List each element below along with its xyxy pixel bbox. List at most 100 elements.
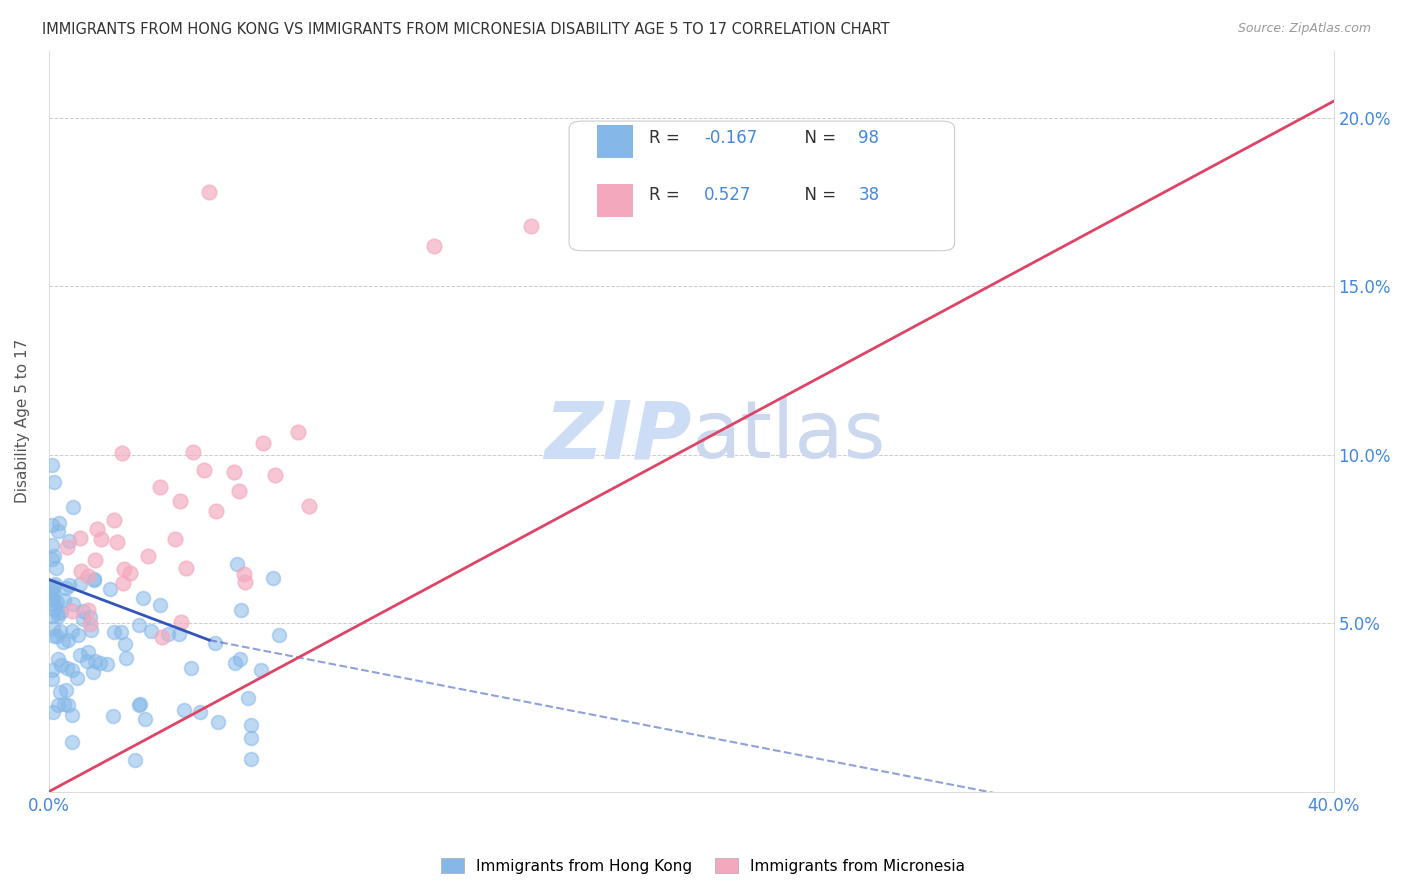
Point — [60, 735, 83, 749]
Point — [103, 624, 125, 639]
FancyBboxPatch shape — [598, 125, 633, 158]
Point — [298, 499, 321, 513]
Point — [262, 572, 284, 586]
Point — [60, 604, 83, 618]
Point — [82, 665, 104, 679]
Text: 0.527: 0.527 — [704, 186, 751, 204]
Point — [101, 708, 124, 723]
Y-axis label: Disability Age 5 to 17: Disability Age 5 to 17 — [15, 339, 30, 503]
Point — [76, 654, 98, 668]
Point — [239, 731, 262, 745]
Point — [56, 661, 79, 675]
Point — [181, 445, 204, 459]
Point — [167, 626, 190, 640]
Text: N =: N = — [794, 129, 841, 147]
Point — [83, 573, 105, 587]
Point — [239, 752, 262, 766]
Point — [62, 597, 84, 611]
Point — [423, 239, 446, 253]
Point — [128, 617, 150, 632]
Point — [76, 602, 98, 616]
Point — [110, 625, 132, 640]
Text: R =: R = — [648, 186, 685, 204]
Point — [250, 663, 273, 677]
Point — [72, 604, 94, 618]
Point — [77, 645, 100, 659]
Point — [56, 632, 79, 647]
Point — [56, 698, 79, 712]
Point — [46, 606, 69, 620]
Point — [239, 718, 262, 732]
Point — [233, 574, 256, 589]
Point — [51, 658, 73, 673]
Point — [45, 561, 67, 575]
Point — [77, 569, 100, 583]
Point — [52, 635, 75, 649]
Point — [58, 577, 80, 591]
Point — [60, 664, 83, 678]
Point — [124, 753, 146, 767]
Point — [103, 513, 125, 527]
Point — [69, 577, 91, 591]
Point — [42, 602, 65, 616]
Point — [41, 582, 63, 597]
Point — [41, 663, 63, 677]
Point — [79, 609, 101, 624]
Text: IMMIGRANTS FROM HONG KONG VS IMMIGRANTS FROM MICRONESIA DISABILITY AGE 5 TO 17 C: IMMIGRANTS FROM HONG KONG VS IMMIGRANTS … — [42, 22, 890, 37]
Point — [80, 623, 103, 637]
Point — [132, 591, 155, 606]
Point — [42, 549, 65, 564]
Point — [67, 628, 90, 642]
FancyBboxPatch shape — [598, 184, 633, 218]
Point — [224, 466, 246, 480]
Point — [150, 631, 173, 645]
Point — [83, 572, 105, 586]
Point — [204, 504, 226, 518]
Point — [229, 652, 252, 666]
Point — [156, 627, 179, 641]
Point — [58, 533, 80, 548]
Point — [149, 480, 172, 494]
Point — [180, 660, 202, 674]
Point — [49, 684, 72, 698]
Point — [53, 698, 76, 712]
Point — [264, 467, 287, 482]
Point — [42, 475, 65, 490]
Point — [41, 672, 63, 686]
Point — [105, 535, 128, 549]
Point — [41, 538, 63, 552]
FancyBboxPatch shape — [569, 121, 955, 251]
Point — [42, 597, 65, 611]
Point — [41, 458, 63, 472]
Point — [252, 436, 274, 450]
Point — [44, 577, 66, 591]
Point — [128, 697, 150, 711]
Point — [112, 576, 135, 591]
Point — [84, 553, 107, 567]
Point — [60, 624, 83, 638]
Point — [42, 621, 65, 635]
Point — [229, 603, 252, 617]
Point — [62, 500, 84, 515]
Point — [90, 532, 112, 546]
Text: 98: 98 — [858, 129, 879, 147]
Point — [49, 605, 72, 619]
Point — [141, 624, 163, 639]
Point — [44, 629, 66, 643]
Point — [48, 516, 70, 530]
Point — [83, 654, 105, 668]
Point — [89, 656, 111, 670]
Point — [72, 612, 94, 626]
Text: 38: 38 — [858, 186, 879, 204]
Point — [173, 703, 195, 717]
Point — [134, 712, 156, 726]
Point — [207, 715, 229, 730]
Point — [46, 698, 69, 712]
Text: ZIP: ZIP — [544, 397, 692, 475]
Point — [236, 690, 259, 705]
Point — [46, 609, 69, 624]
Point — [79, 617, 101, 632]
Point — [188, 705, 211, 719]
Point — [41, 609, 63, 624]
Point — [905, 195, 928, 210]
